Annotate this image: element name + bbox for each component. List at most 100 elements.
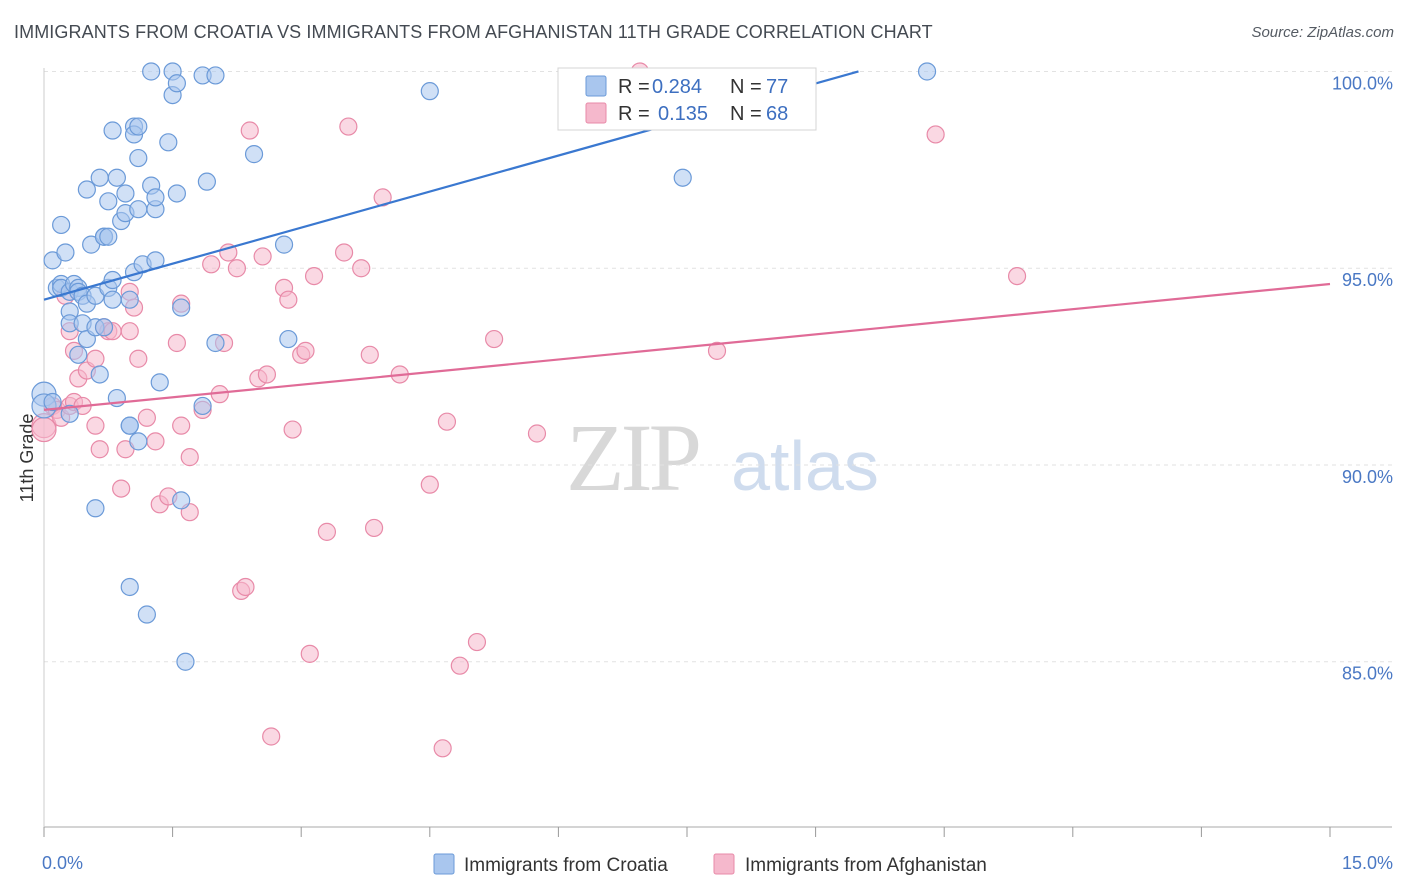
y-tick-label-1: 90.0% (1342, 467, 1393, 487)
point-croatia-27 (90, 365, 109, 384)
point-afghanistan-53 (304, 267, 324, 286)
point-croatia-61 (159, 133, 178, 152)
point-afghanistan-56 (339, 117, 358, 136)
point-croatia-76 (279, 329, 298, 349)
point-croatia-26 (90, 168, 109, 187)
point-croatia-74 (244, 145, 264, 164)
point-afghanistan-29 (167, 333, 186, 353)
point-croatia-70 (193, 396, 212, 416)
point-afghanistan-54 (317, 522, 337, 541)
point-croatia-68 (176, 652, 195, 671)
point-croatia-52 (129, 432, 148, 451)
y-tick-label-0: 85.0% (1342, 664, 1393, 684)
y-axis-tick-labels: 85.0% 90.0% 95.0% 100.0% (1332, 73, 1393, 683)
point-afghanistan-32 (180, 448, 199, 467)
point-croatia-49 (129, 117, 148, 136)
point-afghanistan-72 (1007, 267, 1027, 286)
series-croatia-points (31, 62, 937, 671)
bottom-legend-label-afghanistan: Immigrants from Afghanistan (745, 855, 987, 876)
point-afghanistan-55 (334, 243, 354, 262)
trend-line-afghanistan (43, 282, 1331, 411)
y-tick-label-3: 100.0% (1332, 73, 1393, 93)
point-afghanistan-51 (296, 341, 315, 360)
point-afghanistan-46 (262, 727, 281, 746)
point-croatia-77 (420, 82, 439, 101)
point-croatia-44 (120, 416, 139, 435)
point-afghanistan-44 (253, 247, 272, 266)
point-croatia-30 (94, 318, 114, 337)
watermark-atlas: atlas (731, 427, 879, 505)
point-croatia-66 (172, 298, 191, 317)
point-croatia-79 (917, 62, 937, 81)
point-afghanistan-15 (90, 440, 109, 459)
bottom-legend-swatch-afghanistan (713, 853, 735, 875)
point-croatia-12 (60, 404, 79, 423)
point-afghanistan-22 (120, 322, 139, 341)
point-afghanistan-13 (86, 349, 105, 368)
point-afghanistan-57 (352, 259, 371, 278)
bottom-legend-swatch-croatia (433, 853, 455, 875)
axes (43, 68, 1392, 828)
x-tick-label-max: 15.0% (1342, 853, 1393, 873)
point-croatia-16 (69, 345, 88, 364)
point-afghanistan-62 (420, 475, 439, 494)
point-croatia-51 (129, 200, 148, 219)
watermark-zip: ZIP (566, 404, 699, 511)
point-afghanistan-52 (300, 644, 319, 663)
point-croatia-8 (56, 243, 75, 262)
point-croatia-54 (137, 605, 156, 624)
point-afghanistan-48 (279, 290, 298, 309)
point-afghanistan-63 (433, 739, 452, 758)
point-croatia-73 (206, 333, 225, 353)
point-afghanistan-39 (227, 259, 246, 278)
series-afghanistan-points (31, 62, 1027, 758)
point-croatia-32 (99, 227, 118, 246)
point-croatia-67 (172, 491, 191, 510)
point-croatia-72 (206, 66, 225, 85)
point-afghanistan-41 (236, 577, 255, 597)
point-croatia-65 (167, 184, 186, 203)
point-afghanistan-58 (360, 345, 379, 364)
legend-swatch-afghanistan (585, 102, 607, 124)
point-afghanistan-26 (146, 432, 165, 451)
legend-n-label-croatia: N = (730, 76, 762, 98)
point-croatia-58 (146, 188, 165, 207)
point-afghanistan-25 (137, 408, 156, 427)
point-afghanistan-65 (450, 656, 469, 675)
point-afghanistan-66 (467, 632, 487, 652)
point-afghanistan-42 (240, 121, 259, 140)
point-afghanistan-35 (202, 255, 221, 274)
point-croatia-55 (142, 62, 161, 81)
legend-n-value-croatia: 77 (766, 76, 788, 98)
point-afghanistan-67 (485, 329, 504, 349)
point-croatia-42 (120, 290, 139, 309)
point-croatia-36 (103, 290, 122, 309)
point-croatia-64 (167, 74, 186, 93)
legend-n-label-afghanistan: N = (730, 103, 762, 125)
legend-r-value-afghanistan: 0.135 (658, 103, 708, 125)
x-axis-ticks (43, 827, 1331, 837)
point-afghanistan-24 (129, 349, 148, 368)
point-afghanistan-14 (86, 416, 105, 435)
point-croatia-45 (120, 577, 139, 597)
point-croatia-7 (52, 215, 71, 235)
series-legend: Immigrants from Croatia Immigrants from … (433, 853, 987, 876)
legend-r-value-croatia: 0.284 (652, 76, 702, 98)
gridlines (44, 70, 1392, 663)
point-croatia-37 (107, 168, 126, 187)
chart-title: IMMIGRANTS FROM CROATIA VS IMMIGRANTS FR… (14, 22, 933, 42)
point-afghanistan-70 (707, 341, 727, 360)
point-croatia-34 (103, 121, 122, 140)
point-croatia-71 (197, 172, 216, 191)
point-afghanistan-49 (283, 420, 302, 439)
legend-n-value-afghanistan: 68 (766, 103, 788, 125)
point-croatia-25 (86, 499, 105, 518)
y-axis-label: 11th Grade (17, 414, 37, 503)
y-tick-label-2: 95.0% (1342, 270, 1393, 290)
point-afghanistan-64 (437, 412, 457, 431)
point-croatia-2 (43, 392, 62, 412)
point-afghanistan-45 (257, 365, 277, 384)
point-croatia-41 (116, 184, 135, 203)
legend-swatch-croatia (585, 75, 607, 97)
